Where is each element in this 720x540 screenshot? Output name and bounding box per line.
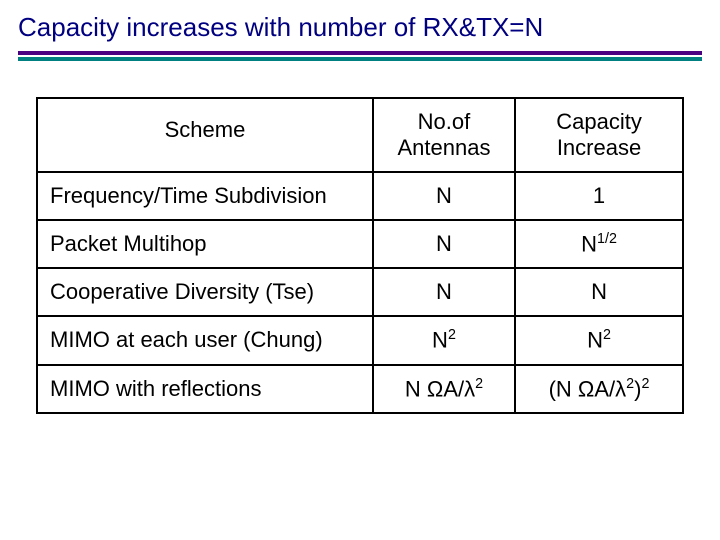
capacity-cell: N2 xyxy=(515,316,683,364)
capacity-cell: (N ΩA/λ2)2 xyxy=(515,365,683,413)
rule-bottom xyxy=(18,57,702,61)
header-capacity: CapacityIncrease xyxy=(515,98,683,172)
capacity-cell: N xyxy=(515,268,683,316)
capacity-cell: N1/2 xyxy=(515,220,683,268)
antennas-cell: N xyxy=(373,172,515,220)
table-body: SchemeNo.ofAntennasCapacityIncreaseFrequ… xyxy=(37,98,683,413)
table-row: Frequency/Time SubdivisionN1 xyxy=(37,172,683,220)
antennas-cell: N2 xyxy=(373,316,515,364)
table-row: MIMO with reflectionsN ΩA/λ2(N ΩA/λ2)2 xyxy=(37,365,683,413)
title-underline xyxy=(0,51,720,79)
header-antennas: No.ofAntennas xyxy=(373,98,515,172)
scheme-cell: MIMO with reflections xyxy=(37,365,373,413)
table-header-row: SchemeNo.ofAntennasCapacityIncrease xyxy=(37,98,683,172)
table-row: MIMO at each user (Chung)N2N2 xyxy=(37,316,683,364)
capacity-table: SchemeNo.ofAntennasCapacityIncreaseFrequ… xyxy=(36,97,684,414)
antennas-cell: N xyxy=(373,220,515,268)
scheme-cell: Cooperative Diversity (Tse) xyxy=(37,268,373,316)
scheme-cell: MIMO at each user (Chung) xyxy=(37,316,373,364)
antennas-cell: N ΩA/λ2 xyxy=(373,365,515,413)
table-row: Packet MultihopNN1/2 xyxy=(37,220,683,268)
rule-top xyxy=(18,51,702,55)
slide-title: Capacity increases with number of RX&TX=… xyxy=(0,0,720,51)
header-scheme: Scheme xyxy=(37,98,373,172)
capacity-cell: 1 xyxy=(515,172,683,220)
scheme-cell: Frequency/Time Subdivision xyxy=(37,172,373,220)
antennas-cell: N xyxy=(373,268,515,316)
scheme-cell: Packet Multihop xyxy=(37,220,373,268)
table-row: Cooperative Diversity (Tse)NN xyxy=(37,268,683,316)
table-container: SchemeNo.ofAntennasCapacityIncreaseFrequ… xyxy=(0,79,720,414)
